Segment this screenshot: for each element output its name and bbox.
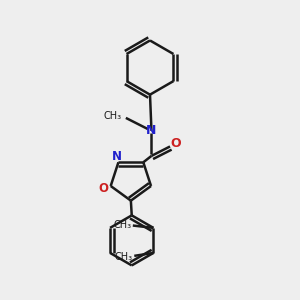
Text: CH₃: CH₃: [113, 220, 131, 230]
Text: CH₃: CH₃: [103, 111, 121, 121]
Text: N: N: [146, 124, 157, 137]
Text: O: O: [171, 137, 181, 150]
Text: N: N: [112, 151, 122, 164]
Text: O: O: [98, 182, 108, 195]
Text: CH₃: CH₃: [115, 252, 133, 262]
